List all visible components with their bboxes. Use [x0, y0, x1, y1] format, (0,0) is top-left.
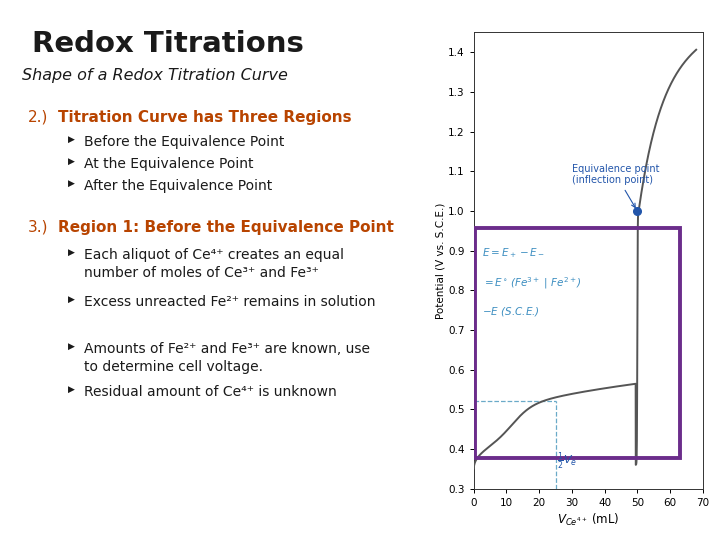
Text: After the Equivalence Point: After the Equivalence Point [84, 179, 272, 193]
Text: $= E^{\circ}$ (Fe$^{3+}$ | Fe$^{2+}$): $= E^{\circ}$ (Fe$^{3+}$ | Fe$^{2+}$) [482, 275, 582, 292]
Y-axis label: Potential (V vs. S.C.E.): Potential (V vs. S.C.E.) [436, 202, 446, 319]
Text: ▶: ▶ [68, 385, 75, 394]
Text: $- E$ (S.C.E.): $- E$ (S.C.E.) [482, 305, 540, 318]
Text: Region 1: Before the Equivalence Point: Region 1: Before the Equivalence Point [58, 220, 394, 235]
Text: At the Equivalence Point: At the Equivalence Point [84, 157, 253, 171]
Text: Shape of a Redox Titration Curve: Shape of a Redox Titration Curve [22, 68, 288, 83]
Text: 3.): 3.) [28, 220, 48, 235]
Text: Titration Curve has Three Regions: Titration Curve has Three Regions [58, 110, 351, 125]
Text: Residual amount of Ce⁴⁺ is unknown: Residual amount of Ce⁴⁺ is unknown [84, 385, 337, 399]
Text: ▶: ▶ [68, 135, 75, 144]
Text: Excess unreacted Fe²⁺ remains in solution: Excess unreacted Fe²⁺ remains in solutio… [84, 295, 376, 309]
Text: ▶: ▶ [68, 179, 75, 188]
Text: Before the Equivalence Point: Before the Equivalence Point [84, 135, 284, 149]
Text: $E = E_+ - E_-$: $E = E_+ - E_-$ [482, 247, 545, 260]
X-axis label: $V_{Ce^{4+}}$ (mL): $V_{Ce^{4+}}$ (mL) [557, 512, 619, 528]
Text: ▶: ▶ [68, 342, 75, 351]
Text: ▶: ▶ [68, 157, 75, 166]
Text: Each aliquot of Ce⁴⁺ creates an equal
number of moles of Ce³⁺ and Fe³⁺: Each aliquot of Ce⁴⁺ creates an equal nu… [84, 248, 344, 280]
Bar [475, 228, 680, 458]
Text: ▶: ▶ [68, 248, 75, 257]
Text: ▶: ▶ [68, 295, 75, 304]
Text: Redox Titrations: Redox Titrations [32, 30, 304, 58]
Text: Amounts of Fe²⁺ and Fe³⁺ are known, use
to determine cell voltage.: Amounts of Fe²⁺ and Fe³⁺ are known, use … [84, 342, 370, 374]
Text: 2.): 2.) [28, 110, 48, 125]
Text: Equivalence point
(inflection point): Equivalence point (inflection point) [572, 164, 660, 207]
Text: $\frac{1}{2}V_e$: $\frac{1}{2}V_e$ [557, 451, 577, 472]
